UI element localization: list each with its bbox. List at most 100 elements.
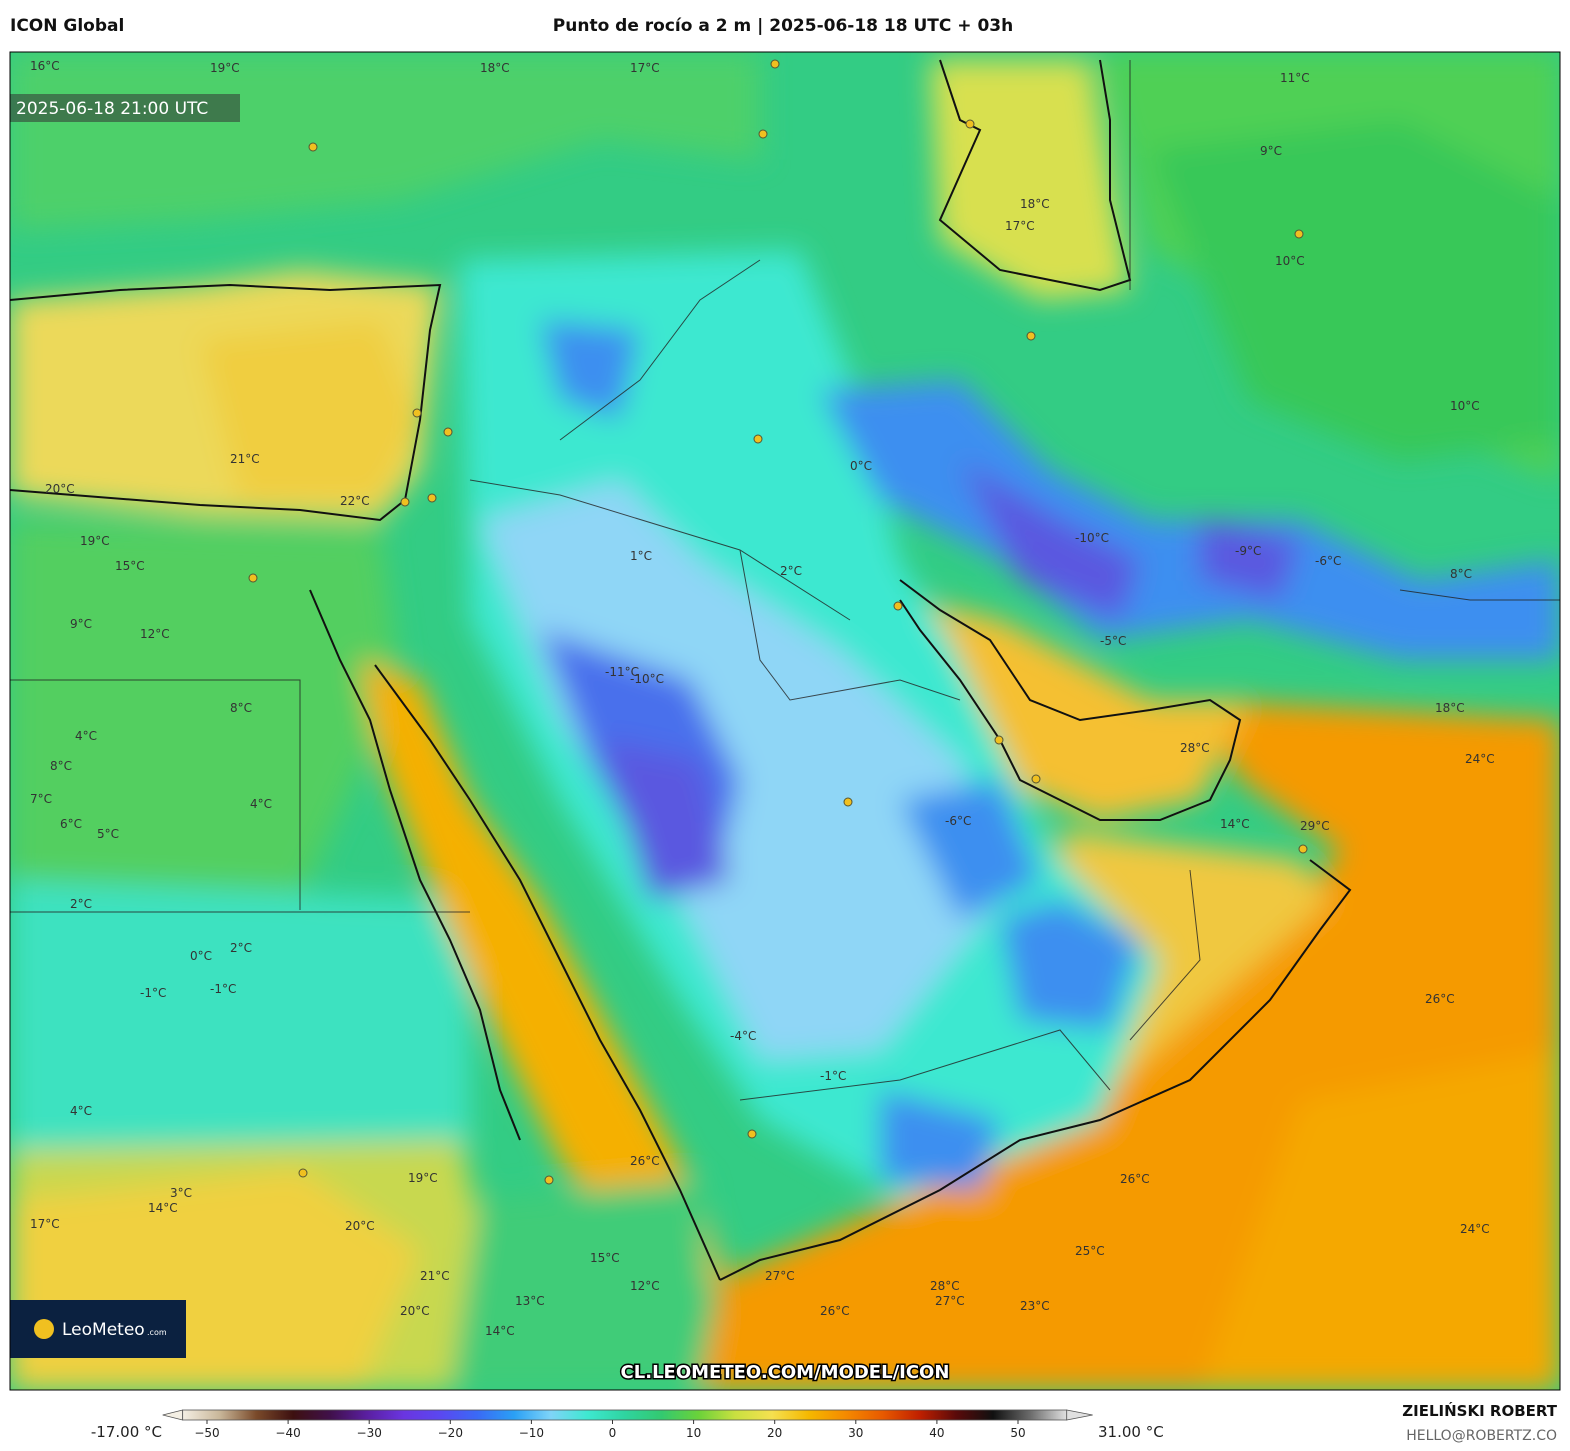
borders	[10, 60, 1560, 1101]
contour-label: 20°C	[345, 1219, 375, 1233]
colorbar-min: -17.00 °C	[91, 1423, 162, 1441]
contour-label: 12°C	[140, 627, 170, 641]
colorbar-tick-label: −10	[519, 1426, 544, 1440]
contour-label: -5°C	[1100, 634, 1126, 648]
colorbar-tick-label: 40	[929, 1426, 944, 1440]
contour-label: 0°C	[850, 459, 872, 473]
contour-labels: 21°C 22°C 20°C 19°C 15°C 9°C 12°C 8°C 4°C 8°C 7°C 6…	[30, 59, 1495, 1338]
contour-label: 27°C	[765, 1269, 795, 1283]
url: CL.LEOMETEO.COM/MODEL/ICON	[621, 1362, 950, 1383]
colorbar-tick-label: 10	[686, 1426, 701, 1440]
contour-label: 11°C	[1280, 71, 1310, 85]
contour-label: 12°C	[630, 1279, 660, 1293]
colorbar-ramp	[182, 1409, 1068, 1421]
colorbar-tick-label: −30	[357, 1426, 382, 1440]
contour-label: 6°C	[60, 817, 82, 831]
contour-label: -11°C	[605, 665, 639, 679]
contour-label: 21°C	[420, 1269, 450, 1283]
contour-label: -6°C	[945, 814, 971, 828]
contour-label: 13°C	[515, 1294, 545, 1308]
contour-label: 4°C	[70, 1104, 92, 1118]
colorbar: −50 −40 −30 −20 −10 0 10 20 30 40 50	[162, 1409, 1093, 1440]
colorbar-tick-label: −20	[438, 1426, 463, 1440]
contour-label: 14°C	[1220, 817, 1250, 831]
colorbar-tick-label: 20	[767, 1426, 782, 1440]
contour-label: -1°C	[820, 1069, 846, 1083]
contour-label: 9°C	[1260, 144, 1282, 158]
contour-label: 19°C	[210, 61, 240, 75]
map-frame	[9, 51, 1561, 1391]
contour-label: 5°C	[97, 827, 119, 841]
contour-label: 7°C	[30, 792, 52, 806]
contour-label: 26°C	[1425, 992, 1455, 1006]
contour-label: 17°C	[630, 61, 660, 75]
colorbar-tick-label: 50	[1010, 1426, 1025, 1440]
model-name: ICON Global	[10, 16, 124, 36]
logo-sun	[34, 1319, 54, 1339]
contour-label: 8°C	[50, 759, 72, 773]
contour-label: 2°C	[230, 941, 252, 955]
contour-label: 25°C	[1075, 1244, 1105, 1258]
colorbar-tick-label: −40	[275, 1426, 300, 1440]
contour-label: 28°C	[930, 1279, 960, 1293]
contour-label: 24°C	[1460, 1222, 1490, 1236]
contour-label: 14°C	[148, 1201, 178, 1215]
colorbar-tick-label: 30	[848, 1426, 863, 1440]
contour-label: 19°C	[80, 534, 110, 548]
contour-label: 21°C	[230, 452, 260, 466]
contour-label: 10°C	[1275, 254, 1305, 268]
colorbar-high-end	[1066, 1409, 1093, 1421]
contour-label: 2°C	[780, 564, 802, 578]
contour-label: 9°C	[70, 617, 92, 631]
contour-label: -9°C	[1235, 544, 1261, 558]
map: 21°C 22°C 20°C 19°C 15°C 9°C 12°C 8°C 4°C 8°C 7°C 6…	[10, 52, 1560, 1390]
contour-label: 26°C	[630, 1154, 660, 1168]
colorbar-tick-label: 0	[609, 1426, 617, 1440]
contour-label: 1°C	[630, 549, 652, 563]
contour-label: -10°C	[1075, 531, 1109, 545]
map-title: Punto de rocío a 2 m | 2025-06-18 18 UTC…	[553, 16, 1013, 36]
cities	[248, 59, 1308, 1185]
contour-label: -1°C	[140, 986, 166, 1000]
contour-label: 28°C	[1180, 741, 1210, 755]
contour-label: 14°C	[485, 1324, 515, 1338]
contour-label: 20°C	[400, 1304, 430, 1318]
contour-label: 10°C	[1450, 399, 1480, 413]
contour-label: 23°C	[1020, 1299, 1050, 1313]
logo-suffix: .com	[147, 1328, 167, 1337]
contour-label: -4°C	[730, 1029, 756, 1043]
contour-label: 26°C	[1120, 1172, 1150, 1186]
contour-label: 8°C	[230, 701, 252, 715]
field	[10, 52, 1560, 1390]
contour-label: 24°C	[1465, 752, 1495, 766]
contour-label: 18°C	[1435, 701, 1465, 715]
contour-label: 18°C	[480, 61, 510, 75]
contour-label: 22°C	[340, 494, 370, 508]
colorbar-max: 31.00 °C	[1098, 1423, 1164, 1441]
contour-label: -6°C	[1315, 554, 1341, 568]
valid-time: 2025-06-18 21:00 UTC	[16, 99, 208, 119]
contour-label: 27°C	[935, 1294, 965, 1308]
contour-label: 4°C	[250, 797, 272, 811]
contour-label: 26°C	[820, 1304, 850, 1318]
contour-label: 4°C	[75, 729, 97, 743]
email: HELLO@ROBERTZ.CO	[1406, 1428, 1557, 1444]
contour-label: -10°C	[630, 672, 664, 686]
contour-label: -1°C	[210, 982, 236, 996]
colorbar-tick-label: −50	[194, 1426, 219, 1440]
logo-text: LeoMeteo	[62, 1320, 145, 1340]
time-badge	[10, 94, 240, 122]
contour-label: 16°C	[30, 59, 60, 73]
contour-label: 8°C	[1450, 567, 1472, 581]
contour-label: 20°C	[45, 482, 75, 496]
contour-label: 15°C	[590, 1251, 620, 1265]
contour-label: 17°C	[1005, 219, 1035, 233]
contour-label: 0°C	[190, 949, 212, 963]
contour-label: 29°C	[1300, 819, 1330, 833]
contour-label: 17°C	[30, 1217, 60, 1231]
contour-label: 15°C	[115, 559, 145, 573]
contour-label: 18°C	[1020, 197, 1050, 211]
